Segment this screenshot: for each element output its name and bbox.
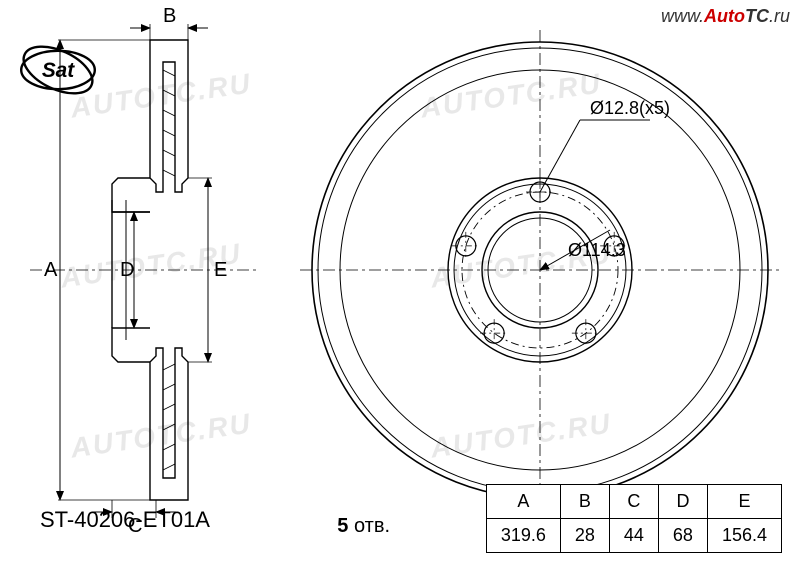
dimension-table: A B C D E 319.6 28 44 68 156.4 bbox=[486, 484, 782, 553]
bore-dia-label: Ø114.3 bbox=[568, 240, 626, 260]
col-b: B bbox=[560, 485, 609, 519]
url-auto: Auto bbox=[704, 6, 745, 26]
brand-logo: Sat bbox=[18, 40, 98, 100]
bolt-holes-count: 5 отв. bbox=[337, 515, 390, 538]
table-value-row: 319.6 28 44 68 156.4 bbox=[486, 519, 781, 553]
front-view: Ø12.8(x5) Ø114.3 bbox=[300, 30, 780, 510]
val-b: 28 bbox=[560, 519, 609, 553]
part-number: ST-40206-ET01A bbox=[40, 507, 210, 533]
url-ru: .ru bbox=[769, 6, 790, 26]
url-www: www. bbox=[661, 6, 704, 26]
holes-number: 5 bbox=[337, 515, 348, 537]
col-e: E bbox=[707, 485, 781, 519]
dim-e-label: E bbox=[214, 259, 227, 281]
dim-d-label: D bbox=[120, 259, 134, 281]
col-c: C bbox=[609, 485, 658, 519]
table-header-row: A B C D E bbox=[486, 485, 781, 519]
site-url: www.AutoTC.ru bbox=[661, 6, 790, 27]
col-d: D bbox=[658, 485, 707, 519]
bolt-dia-label: Ø12.8(x5) bbox=[590, 98, 670, 118]
url-tc: TC bbox=[745, 6, 769, 26]
val-a: 319.6 bbox=[486, 519, 560, 553]
svg-text:Sat: Sat bbox=[42, 59, 75, 82]
dim-a-label: A bbox=[44, 259, 58, 281]
val-e: 156.4 bbox=[707, 519, 781, 553]
val-c: 44 bbox=[609, 519, 658, 553]
dim-b-label: B bbox=[163, 5, 176, 27]
val-d: 68 bbox=[658, 519, 707, 553]
holes-unit: отв. bbox=[354, 515, 390, 537]
col-a: A bbox=[486, 485, 560, 519]
